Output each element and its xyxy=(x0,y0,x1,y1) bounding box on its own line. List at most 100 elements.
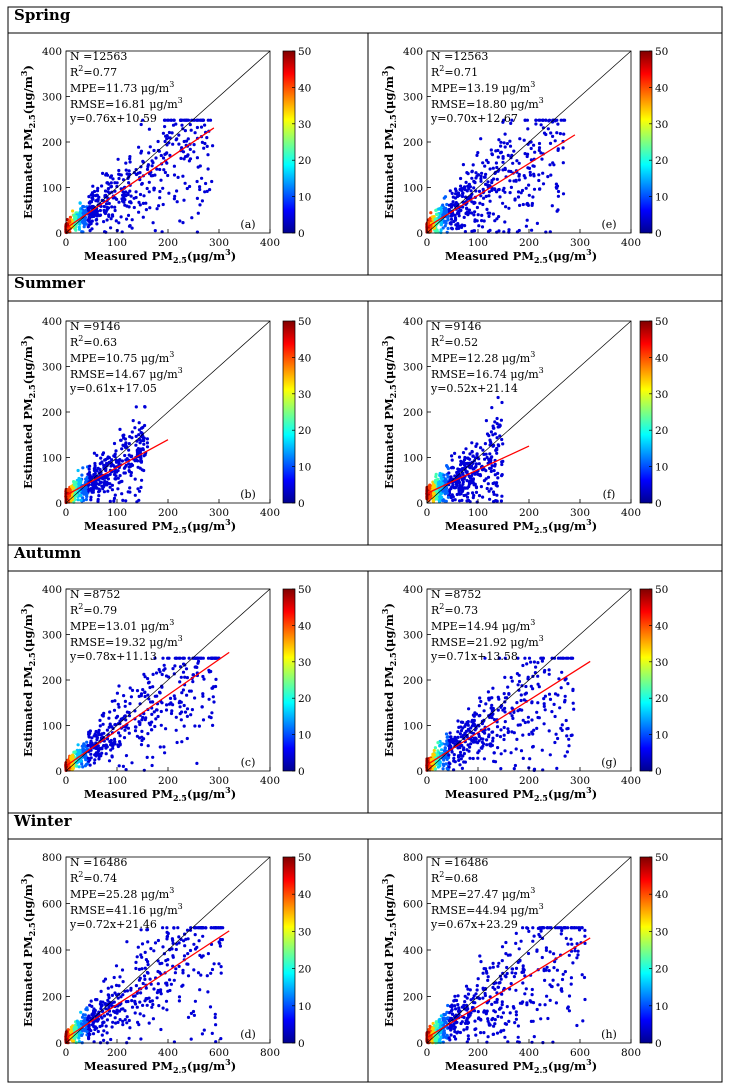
scatter-point xyxy=(495,416,499,421)
scatter-point xyxy=(492,177,496,181)
scatter-point xyxy=(518,137,522,141)
scatter-point xyxy=(100,1033,104,1037)
scatter-point xyxy=(155,694,159,698)
scatter-point xyxy=(478,696,482,700)
scatter-point xyxy=(110,213,115,217)
annotation-r2: R2=0.71 xyxy=(431,64,478,79)
scatter-point xyxy=(116,487,120,491)
scatter-point xyxy=(148,685,152,690)
scatter-point xyxy=(171,667,175,671)
scatter-point xyxy=(122,471,126,475)
scatter-points xyxy=(425,656,576,773)
scatter-point xyxy=(115,691,119,695)
scatter-point xyxy=(137,978,141,982)
scatter-point xyxy=(481,161,485,165)
scatter-points xyxy=(64,405,150,505)
scatter-point xyxy=(517,178,521,182)
scatter-point xyxy=(118,427,122,431)
scatter-point xyxy=(128,189,132,193)
scatter-point xyxy=(482,742,486,746)
scatter-point xyxy=(458,732,462,736)
scatter-point xyxy=(458,763,462,767)
scatter-point xyxy=(473,210,477,214)
scatter-point xyxy=(80,1033,84,1037)
scatter-point xyxy=(502,725,506,730)
scatter-points xyxy=(425,926,587,1045)
scatter-point xyxy=(444,206,448,210)
scatter-point xyxy=(517,679,522,684)
scatter-point xyxy=(118,740,122,744)
scatter-point xyxy=(107,725,111,729)
scatter-point xyxy=(158,196,162,200)
scatter-point xyxy=(548,141,553,145)
scatter-point xyxy=(483,175,487,179)
scatter-point xyxy=(89,752,93,756)
scatter-point xyxy=(97,754,101,759)
scatter-point xyxy=(137,145,141,149)
scatter-point xyxy=(110,985,114,989)
scatter-point xyxy=(180,123,184,127)
scatter-point xyxy=(146,744,150,748)
scatter-point xyxy=(209,926,213,930)
y-tick-label: 0 xyxy=(55,228,62,240)
scatter-point xyxy=(172,926,176,930)
scatter-point xyxy=(189,128,193,132)
colorbar-tick-label: 20 xyxy=(655,155,668,167)
scatter-point xyxy=(104,1024,108,1028)
scatter-point xyxy=(124,499,128,503)
scatter-point xyxy=(143,950,147,955)
scatter-point xyxy=(472,213,476,217)
scatter-point xyxy=(484,419,488,423)
scatter-point xyxy=(501,1011,505,1015)
scatter-point xyxy=(92,1007,96,1011)
scatter-point xyxy=(530,201,535,206)
scatter-point xyxy=(105,728,109,732)
scatter-point xyxy=(177,142,181,146)
scatter-point xyxy=(503,749,507,753)
y-axis-label: Estimated PM2.5(μg/m3) xyxy=(380,335,398,489)
scatter-point xyxy=(123,704,127,708)
annotation-rmse: RMSE=16.81 μg/m3 xyxy=(70,96,183,111)
scatter-point xyxy=(177,964,181,969)
scatter-point xyxy=(202,146,206,150)
scatter-point xyxy=(141,688,145,692)
scatter-point xyxy=(141,715,145,720)
scatter-point xyxy=(84,477,88,481)
scatter-point xyxy=(141,436,146,441)
panels-layer: Spring00100100200200300300400400Measured… xyxy=(13,6,668,1075)
scatter-point xyxy=(152,148,156,153)
scatter-point xyxy=(476,173,481,177)
scatter-point xyxy=(166,656,170,660)
annotation-rmse: RMSE=18.80 μg/m3 xyxy=(431,96,544,111)
scatter-point xyxy=(546,127,550,131)
scatter-point xyxy=(155,167,159,171)
scatter-point xyxy=(438,207,442,211)
scatter-point xyxy=(528,757,532,761)
scatter-point xyxy=(484,172,488,176)
scatter-point xyxy=(532,660,537,664)
x-tick-label: 0 xyxy=(63,237,70,249)
x-tick-label: 0 xyxy=(63,1047,70,1059)
scatter-point xyxy=(208,1005,213,1009)
scatter-point xyxy=(133,729,138,733)
x-tick-label: 400 xyxy=(260,775,280,787)
scatter-point xyxy=(148,206,152,210)
scatter-point xyxy=(457,725,461,730)
scatter-point xyxy=(114,449,118,453)
scatter-point xyxy=(477,473,481,477)
scatter-point xyxy=(555,766,559,771)
scatter-point xyxy=(519,693,523,697)
scatter-point xyxy=(183,944,187,948)
scatter-point xyxy=(183,675,187,679)
scatter-point xyxy=(141,448,145,452)
scatter-point xyxy=(516,709,520,713)
scatter-point xyxy=(150,159,154,163)
scatter-point xyxy=(200,199,204,203)
scatter-point xyxy=(118,1018,122,1022)
scatter-point xyxy=(206,167,210,171)
scatter-point xyxy=(549,173,553,177)
scatter-point xyxy=(87,219,91,223)
scatter-point xyxy=(112,975,116,980)
scatter-point xyxy=(474,444,478,448)
scatter-point xyxy=(552,966,556,970)
